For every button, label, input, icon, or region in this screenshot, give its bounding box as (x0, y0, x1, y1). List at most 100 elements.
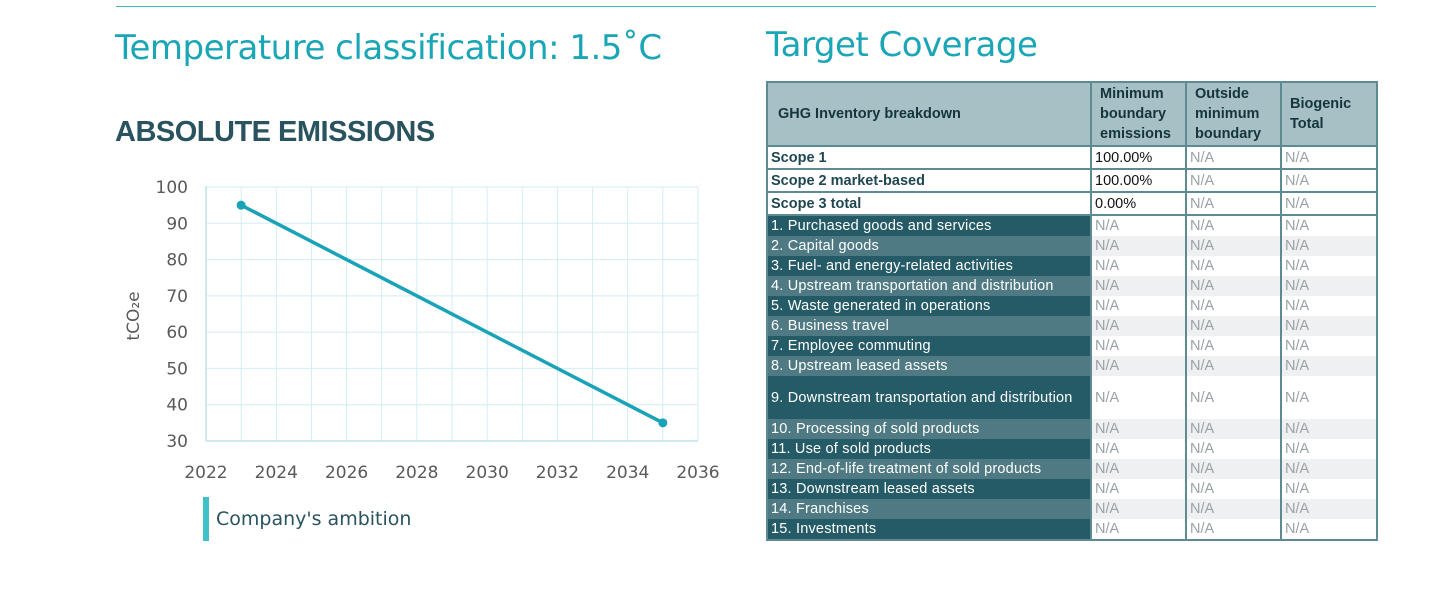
table-row-category: 13. Downstream leased assets N/A N/A N/A (767, 479, 1378, 499)
x-tick-label: 2024 (255, 463, 298, 483)
category-outside: N/A (1186, 499, 1282, 519)
y-tick-label: 100 (156, 178, 188, 198)
category-min: N/A (1091, 499, 1187, 519)
category-biogenic: N/A (1281, 376, 1378, 419)
scope-name: Scope 3 total (766, 191, 1092, 216)
category-min: N/A (1091, 519, 1187, 540)
scope-min: 100.00% (1090, 145, 1187, 170)
category-biogenic: N/A (1281, 256, 1378, 276)
category-biogenic: N/A (1281, 439, 1378, 459)
table-row-category: 3. Fuel- and energy-related activities N/… (767, 256, 1378, 276)
x-tick-label: 2030 (466, 463, 509, 483)
category-min: N/A (1091, 439, 1187, 459)
y-tick-label: 90 (166, 214, 188, 234)
category-outside: N/A (1186, 215, 1282, 236)
category-biogenic: N/A (1281, 356, 1378, 376)
category-name: 10. Processing of sold products (767, 419, 1092, 439)
table-row-category: 5. Waste generated in operations N/A N/A N/… (767, 296, 1378, 316)
table-row-scope-1: Scope 1 100.00% N/A N/A (766, 145, 1378, 170)
header-minimum-boundary: Minimum boundary emissions (1090, 81, 1187, 147)
category-outside: N/A (1186, 296, 1282, 316)
table-row-scope-3: Scope 3 total 0.00% N/A N/A (766, 191, 1378, 216)
legend-swatch (203, 497, 209, 541)
chart-title: ABSOLUTE EMISSIONS (115, 116, 435, 148)
header-biogenic-total: Biogenic Total (1280, 81, 1378, 147)
category-name: 4. Upstream transportation and distribut… (767, 276, 1092, 296)
x-tick-label: 2028 (395, 463, 438, 483)
table-header-row: GHG Inventory breakdown Minimum boundary… (766, 81, 1378, 147)
category-name: 1. Purchased goods and services (767, 215, 1092, 236)
table-row-category: 4. Upstream transportation and distribut… (767, 276, 1378, 296)
scope-3-category-rows: 1. Purchased goods and services N/A N/A N/A… (767, 215, 1378, 540)
x-tick-label: 2022 (184, 463, 227, 483)
x-tick-label: 2034 (606, 463, 649, 483)
y-tick-label: 60 (166, 323, 188, 343)
x-tick-label: 2032 (536, 463, 579, 483)
table-row-category: 15. Investments N/A N/A N/A (767, 519, 1378, 540)
category-min: N/A (1091, 459, 1187, 479)
category-min: N/A (1091, 336, 1187, 356)
target-coverage-title: Target Coverage (766, 25, 1038, 65)
top-divider (116, 6, 1376, 7)
category-biogenic: N/A (1281, 499, 1378, 519)
category-name: 6. Business travel (767, 316, 1092, 336)
category-name: 13. Downstream leased assets (767, 479, 1092, 499)
category-name: 9. Downstream transportation and distrib… (767, 376, 1092, 419)
category-name: 11. Use of sold products (767, 439, 1092, 459)
category-name: 3. Fuel- and energy-related activities (767, 256, 1092, 276)
category-name: 15. Investments (767, 519, 1092, 540)
category-biogenic: N/A (1281, 296, 1378, 316)
chart-legend: Company's ambition (203, 497, 411, 541)
table-row-category: 9. Downstream transportation and distrib… (767, 376, 1378, 419)
category-biogenic: N/A (1281, 236, 1378, 256)
category-outside: N/A (1186, 276, 1282, 296)
category-biogenic: N/A (1281, 276, 1378, 296)
category-min: N/A (1091, 236, 1187, 256)
category-name: 12. End-of-life treatment of sold produc… (767, 459, 1092, 479)
scope-min: 100.00% (1090, 168, 1187, 193)
category-min: N/A (1091, 479, 1187, 499)
table-row-category: 10. Processing of sold products N/A N/A N/A (767, 419, 1378, 439)
table-row-category: 12. End-of-life treatment of sold produc… (767, 459, 1378, 479)
emissions-line-chart: 30 40 50 60 70 80 90 100 2022 2024 2026 2028 2030 203… (124, 178, 720, 483)
scope-outside: N/A (1185, 191, 1282, 216)
table-row-category: 1. Purchased goods and services N/A N/A N/A (767, 215, 1378, 236)
y-tick-label: 40 (166, 396, 188, 416)
category-biogenic: N/A (1281, 479, 1378, 499)
scope-min: 0.00% (1090, 191, 1187, 216)
category-name: 7. Employee commuting (767, 336, 1092, 356)
scope-outside: N/A (1185, 168, 1282, 193)
category-min: N/A (1091, 215, 1187, 236)
category-name: 5. Waste generated in operations (767, 296, 1092, 316)
y-tick-label: 70 (166, 287, 188, 307)
category-biogenic: N/A (1281, 519, 1378, 540)
category-min: N/A (1091, 376, 1187, 419)
category-outside: N/A (1186, 356, 1282, 376)
table-row-category: 11. Use of sold products N/A N/A N/A (767, 439, 1378, 459)
category-name: 8. Upstream leased assets (767, 356, 1092, 376)
temperature-classification-title: Temperature classification: 1.5˚C (115, 28, 662, 68)
category-outside: N/A (1186, 479, 1282, 499)
category-outside: N/A (1186, 316, 1282, 336)
scope-biogenic: N/A (1280, 191, 1378, 216)
category-min: N/A (1091, 356, 1187, 376)
table-row-category: 14. Franchises N/A N/A N/A (767, 499, 1378, 519)
category-outside: N/A (1186, 519, 1282, 540)
header-outside-minimum: Outside minimum boundary (1185, 81, 1282, 147)
scope-rows: Scope 1 100.00% N/A N/A Scope 2 market-b… (766, 145, 1378, 216)
category-outside: N/A (1186, 336, 1282, 356)
category-name: 14. Franchises (767, 499, 1092, 519)
category-biogenic: N/A (1281, 336, 1378, 356)
category-outside: N/A (1186, 459, 1282, 479)
category-outside: N/A (1186, 236, 1282, 256)
header-ghg-inventory: GHG Inventory breakdown (766, 81, 1092, 147)
table-row-category: 7. Employee commuting N/A N/A N/A (767, 336, 1378, 356)
series-line (239, 203, 665, 425)
y-tick-label: 80 (166, 251, 188, 271)
table-row-category: 2. Capital goods N/A N/A N/A (767, 236, 1378, 256)
y-tick-label: 50 (166, 359, 188, 379)
table-row-category: 8. Upstream leased assets N/A N/A N/A (767, 356, 1378, 376)
category-min: N/A (1091, 316, 1187, 336)
y-tick-label: 30 (166, 432, 188, 452)
category-biogenic: N/A (1281, 459, 1378, 479)
